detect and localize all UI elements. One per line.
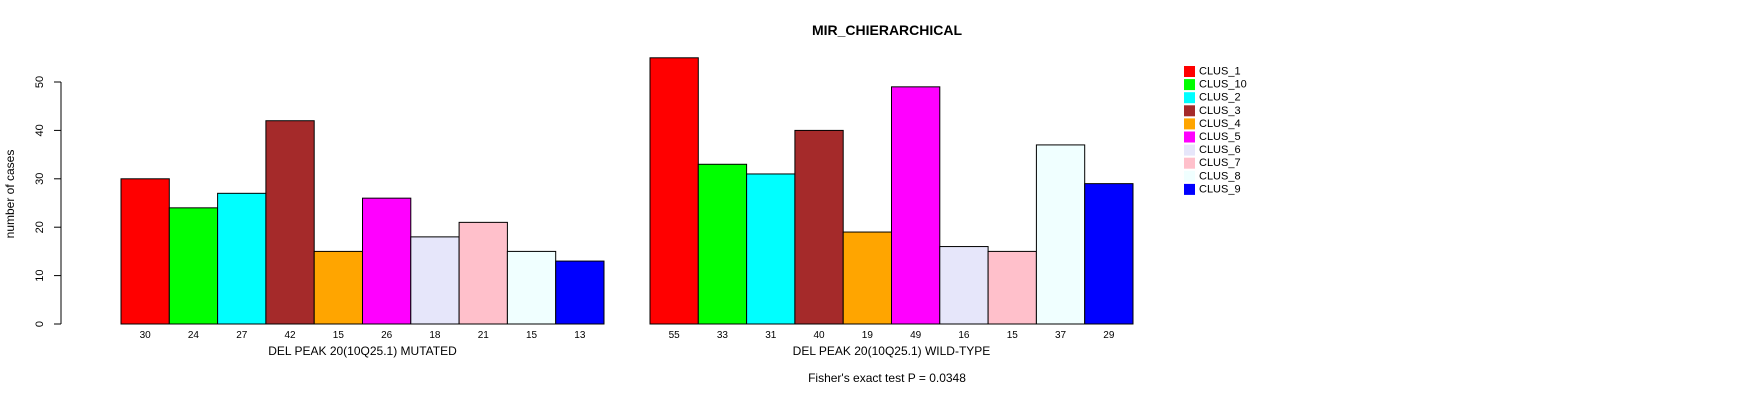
bar-clus-10: [168, 207, 219, 325]
legend-label: CLUS_7: [1199, 157, 1241, 169]
legend-label: CLUS_1: [1199, 66, 1241, 78]
bar-clus-10: [697, 163, 748, 325]
bar-clus-9: [1084, 183, 1134, 325]
bar-count-label: 16: [958, 330, 970, 341]
y-tick-label: 50: [34, 76, 46, 88]
legend-label: CLUS_10: [1199, 79, 1247, 91]
legend-label: CLUS_2: [1199, 92, 1241, 104]
legend-swatch: [1184, 157, 1195, 169]
legend-swatch: [1184, 170, 1195, 182]
bar-count-label: 37: [1055, 330, 1067, 341]
bar-clus-1: [649, 57, 699, 325]
y-tick-label: 40: [34, 124, 46, 136]
bar-count-label: 19: [862, 330, 874, 341]
legend-label: CLUS_4: [1199, 118, 1241, 130]
bars: [120, 57, 1134, 325]
y-tick-label: 0: [34, 321, 46, 327]
bar-clus-6: [939, 246, 989, 325]
y-tick-label: 20: [34, 221, 46, 233]
legend-label: CLUS_9: [1199, 183, 1241, 195]
bar-count-label: 33: [717, 330, 729, 341]
chart-title: MIR_CHIERARCHICAL: [812, 22, 963, 38]
bar-count-label: 15: [333, 330, 345, 341]
bar-count-label: 15: [1007, 330, 1019, 341]
bar-count-label: 42: [284, 330, 296, 341]
legend-label: CLUS_5: [1199, 131, 1241, 143]
legend-swatch: [1184, 79, 1195, 91]
legend: CLUS_1CLUS_10CLUS_2CLUS_3CLUS_4CLUS_5CLU…: [1184, 66, 1247, 195]
legend-swatch: [1184, 105, 1195, 117]
legend-swatch: [1184, 131, 1195, 143]
legend-swatch: [1184, 92, 1195, 104]
group-labels: DEL PEAK 20(10Q25.1) MUTATED DEL PEAK 20(…: [268, 344, 990, 358]
bar-count-label: 21: [478, 330, 490, 341]
y-tick-label: 10: [34, 269, 46, 281]
bar-count-label: 31: [765, 330, 777, 341]
group-label: DEL PEAK 20(10Q25.1) MUTATED: [268, 344, 457, 358]
bar-count-label: 15: [526, 330, 538, 341]
bar-clus-4: [313, 250, 364, 325]
bar-count-label: 27: [236, 330, 248, 341]
count-labels: 30 24 27 42 15 26 18 21 15 13 55 33 31 40 19 49 16 15 37 29: [140, 330, 1115, 341]
bar-clus-2: [746, 173, 796, 325]
legend-swatch: [1184, 144, 1195, 156]
legend-swatch: [1184, 66, 1195, 77]
bar-clus-5: [362, 197, 412, 325]
y-axis: 0 10 20 30 40 50: [34, 76, 62, 327]
bar-count-label: 24: [188, 330, 200, 341]
bar-count-label: 49: [910, 330, 922, 341]
bar-count-label: 55: [669, 330, 681, 341]
bar-clus-8: [506, 250, 557, 325]
bar-count-label: 26: [381, 330, 393, 341]
footer-pvalue: Fisher's exact test P = 0.0348: [808, 371, 966, 385]
bar-count-label: 40: [813, 330, 825, 341]
bar-count-label: 29: [1103, 330, 1115, 341]
bar-count-label: 18: [429, 330, 441, 341]
bar-clus-3: [794, 129, 844, 325]
legend-label: CLUS_6: [1199, 144, 1241, 156]
legend-label: CLUS_8: [1199, 170, 1241, 182]
bar-clus-7: [987, 250, 1037, 325]
bar-count-label: 13: [574, 330, 586, 341]
bar-clus-4: [842, 231, 893, 325]
bar-clus-7: [458, 221, 508, 325]
bar-clus-6: [410, 236, 460, 325]
bar-count-label: 30: [140, 330, 152, 341]
legend-swatch: [1184, 183, 1195, 195]
y-tick-label: 30: [34, 173, 46, 185]
y-axis-label: number of cases: [3, 150, 17, 239]
bar-clus-1: [120, 178, 170, 325]
bar-clus-9: [555, 260, 605, 325]
group-label: DEL PEAK 20(10Q25.1) WILD-TYPE: [793, 344, 991, 358]
legend-label: CLUS_3: [1199, 105, 1241, 117]
bar-clus-5: [891, 86, 941, 325]
bar-clus-3: [265, 120, 315, 325]
bar-clus-2: [217, 192, 267, 325]
legend-swatch: [1184, 118, 1195, 130]
bar-clus-8: [1035, 144, 1086, 325]
